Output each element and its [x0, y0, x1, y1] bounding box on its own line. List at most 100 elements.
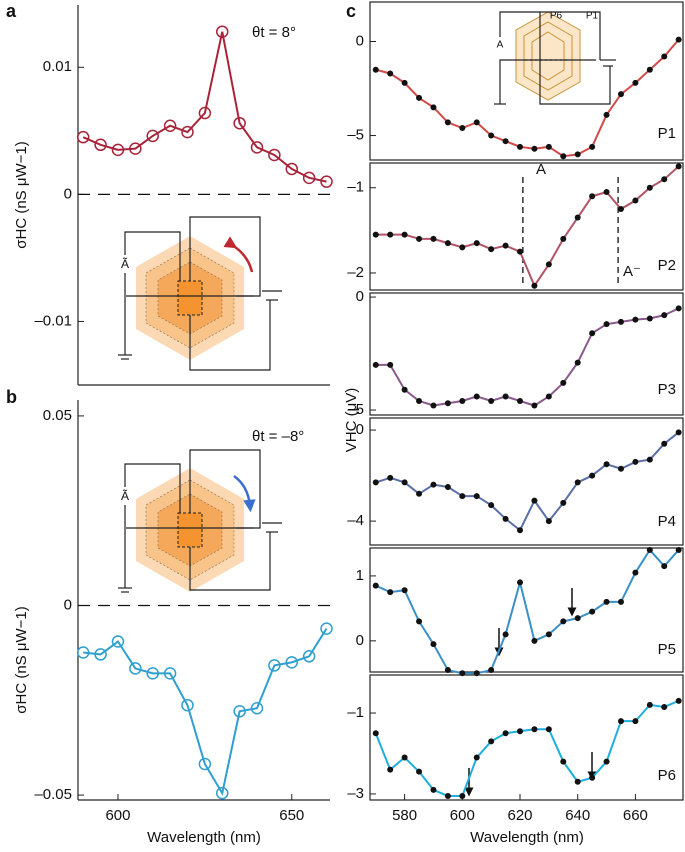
data-point: [632, 718, 639, 725]
data-point: [430, 235, 437, 242]
panel: –2 –1 P2 A A⁻: [347, 161, 684, 291]
inset-diagram-a: [116, 216, 282, 371]
data-point: [560, 153, 567, 160]
data-point: [617, 206, 624, 213]
inset-label: P6: [550, 11, 563, 22]
data-point: [646, 456, 653, 463]
data-point: [574, 615, 581, 622]
y-tick-label: 0.05: [43, 407, 72, 424]
data-point: [430, 786, 437, 793]
data-point: [675, 36, 682, 43]
data-point: [285, 162, 299, 176]
data-point: [181, 698, 194, 712]
panel: –4 0 P4: [347, 417, 684, 546]
data-point: [589, 143, 596, 150]
data-point: [416, 618, 423, 625]
data-point: [545, 726, 552, 733]
data-point: [285, 656, 299, 669]
data-point: [444, 240, 451, 247]
data-point: [444, 119, 451, 126]
panel: –3 –1 580 600 620 640 660 P6 Wavelength (nm): [347, 674, 684, 846]
data-point: [603, 111, 610, 118]
y-tick-label: 0: [64, 185, 72, 202]
data-point: [302, 171, 316, 185]
data-point: [372, 361, 379, 368]
data-point: [473, 754, 480, 761]
data-point: [617, 318, 624, 325]
y-tick-label: –2: [347, 264, 364, 281]
data-point: [250, 701, 264, 715]
annotation: A⁻: [623, 263, 641, 280]
data-point: [401, 79, 408, 86]
data-point: [603, 188, 610, 195]
data-point: [401, 754, 408, 761]
x-tick-label: 650: [279, 807, 304, 824]
inset-label: A: [497, 40, 504, 51]
data-point: [416, 94, 423, 101]
annotation: P1: [658, 125, 676, 142]
y-tick-label: –0.05: [34, 786, 72, 803]
data-point: [531, 497, 538, 504]
annotation: P2: [658, 257, 676, 274]
data-point: [444, 483, 451, 490]
inset-label: P1: [586, 11, 599, 22]
data-point: [560, 618, 567, 625]
data-point: [675, 429, 682, 436]
y-tick-label: 0: [356, 632, 364, 649]
data-point: [387, 766, 394, 773]
data-point: [617, 91, 624, 98]
data-point: [473, 119, 480, 126]
data-point: [617, 598, 624, 605]
data-point: [444, 400, 451, 407]
data-point: [661, 440, 668, 447]
data-point: [146, 667, 159, 680]
data-point: [416, 768, 423, 775]
x-tick-label: 600: [105, 807, 130, 824]
data-point: [320, 175, 333, 188]
data-point: [444, 667, 451, 674]
x-tick-label: 620: [507, 807, 532, 824]
plot-frame: [369, 292, 684, 416]
data-point: [473, 393, 480, 400]
data-point: [387, 231, 394, 238]
panel: 0 1 P5: [356, 546, 684, 677]
data-point: [76, 130, 90, 144]
y-tick-label: –5: [347, 127, 364, 144]
data-point: [488, 397, 495, 404]
data-point: [430, 481, 437, 488]
y-tick-label: 1: [356, 567, 364, 584]
inset-diagram-c: [493, 11, 616, 105]
panel-label: a: [6, 1, 17, 21]
data-point: [94, 138, 107, 152]
plot-frame: [369, 674, 684, 801]
annotation: A: [536, 161, 546, 178]
data-point: [603, 598, 610, 605]
data-point: [268, 148, 281, 162]
data-point: [603, 461, 610, 468]
y-tick-label: 0.01: [43, 58, 72, 75]
annotation: P4: [658, 513, 676, 530]
data-point: [488, 246, 495, 253]
data-point: [215, 786, 229, 800]
data-point: [198, 106, 212, 120]
data-point: [416, 235, 423, 242]
data-point: [401, 479, 408, 486]
annotation: P5: [658, 641, 676, 658]
data-point: [372, 479, 379, 486]
data-line: [375, 165, 680, 288]
data-line: [83, 628, 328, 796]
data-point: [372, 730, 379, 737]
data-point: [675, 305, 682, 312]
data-line: [375, 431, 680, 532]
data-point: [430, 104, 437, 111]
y-axis-label: σHC (nS μW−1): [13, 141, 30, 249]
data-point: [517, 143, 524, 150]
data-point: [531, 282, 538, 289]
data-point: [401, 386, 408, 393]
data-point: [632, 569, 639, 576]
data-point: [589, 330, 596, 337]
y-tick-label: 0: [356, 288, 364, 305]
data-point: [574, 479, 581, 486]
